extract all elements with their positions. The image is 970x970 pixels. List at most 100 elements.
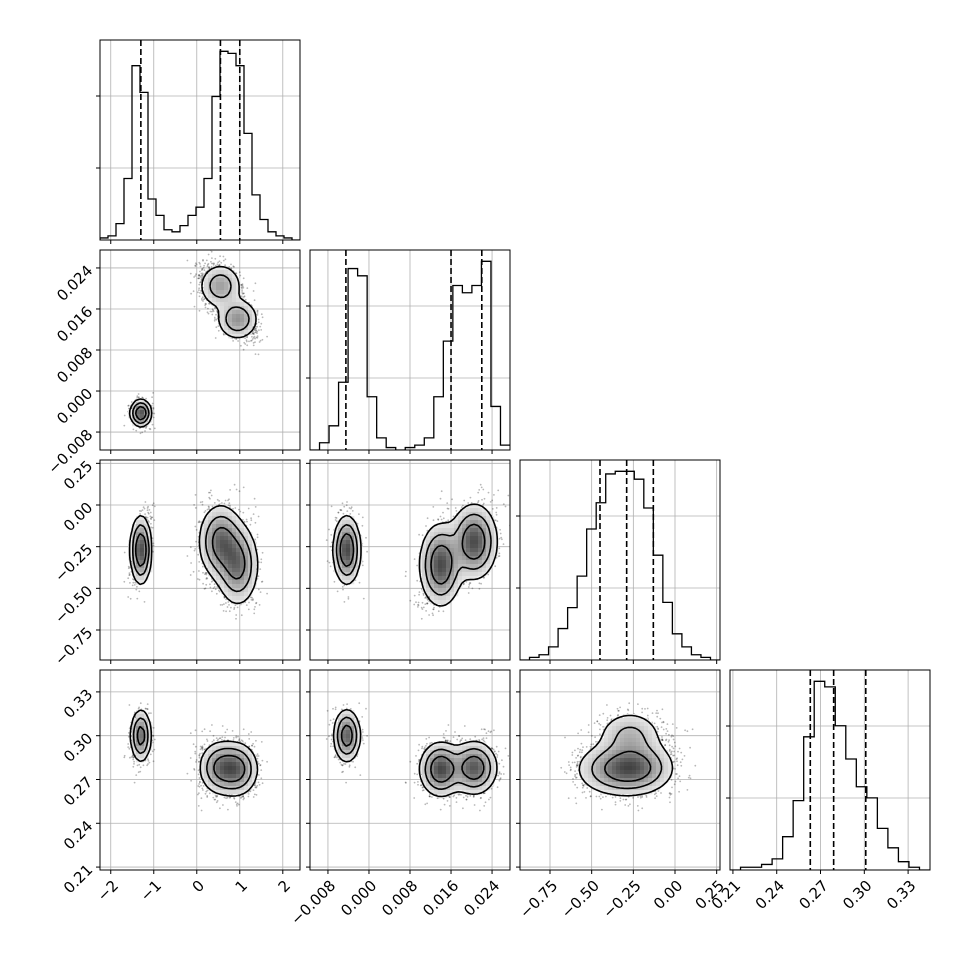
density-cell — [208, 294, 213, 299]
density-cell — [248, 322, 253, 327]
sample-point — [242, 292, 245, 295]
sample-point — [253, 335, 256, 338]
sample-point — [127, 577, 130, 580]
sample-point — [198, 283, 201, 286]
density-cell — [208, 270, 213, 275]
sample-point — [232, 265, 235, 268]
sample-point — [127, 404, 130, 407]
sample-point — [215, 310, 218, 312]
sample-point — [256, 325, 259, 328]
sample-point — [201, 297, 203, 300]
sample-point — [214, 318, 216, 320]
density-cell — [144, 406, 149, 411]
sample-point — [199, 265, 202, 268]
sample-point — [194, 275, 197, 277]
density-cell — [252, 318, 257, 323]
density-cell — [220, 282, 225, 287]
density-cell — [228, 294, 233, 299]
sample-point — [210, 489, 212, 492]
density-cell — [232, 318, 237, 323]
histogram-0 — [100, 50, 300, 240]
sample-point — [199, 263, 201, 265]
sample-point — [235, 272, 238, 275]
density-cell — [212, 290, 217, 295]
density-cell — [224, 298, 229, 303]
sample-point — [200, 269, 203, 271]
sample-point — [241, 289, 244, 291]
sample-point — [225, 602, 227, 604]
y-tick-label: 0.000 — [53, 385, 96, 428]
sample-point — [214, 257, 217, 260]
sample-point — [256, 335, 259, 338]
sample-point — [259, 568, 262, 570]
density-cell — [232, 322, 237, 327]
density-cell — [140, 398, 145, 403]
sample-point — [254, 353, 257, 355]
scatter-panel-2-0: −0.75−0.50−0.250.000.25 — [51, 457, 301, 669]
density-cell — [228, 330, 233, 335]
density-cell — [212, 294, 217, 299]
sample-point — [152, 502, 155, 505]
sample-point — [257, 515, 260, 518]
sample-point — [253, 299, 256, 302]
density-cell — [232, 314, 237, 319]
sample-point — [213, 586, 216, 588]
sample-point — [230, 267, 233, 270]
sample-point — [218, 263, 221, 266]
sample-point — [147, 511, 150, 514]
sample-point — [229, 506, 231, 508]
density-cell — [240, 326, 245, 331]
sample-point — [211, 505, 214, 508]
sample-point — [140, 510, 143, 512]
density-cell — [212, 270, 217, 275]
density-cell — [232, 326, 237, 331]
density-cell — [240, 310, 245, 315]
density-cell — [220, 270, 225, 275]
density-cell — [208, 278, 213, 283]
sample-point — [255, 601, 258, 604]
density-cell — [252, 314, 257, 319]
sample-point — [202, 565, 204, 568]
sample-point — [210, 494, 213, 497]
density-cell — [212, 278, 217, 283]
sample-point — [221, 604, 224, 606]
sample-point — [238, 271, 241, 274]
sample-point — [194, 265, 197, 267]
sample-point — [254, 282, 257, 285]
density-cell — [224, 278, 229, 283]
sample-point — [200, 278, 203, 281]
sample-point — [153, 427, 156, 430]
sample-point — [144, 501, 147, 503]
sample-point — [151, 402, 154, 405]
sample-point — [242, 486, 245, 489]
sample-point — [207, 312, 210, 315]
sample-point — [228, 610, 231, 613]
sample-point — [205, 303, 207, 305]
sample-point — [131, 584, 134, 587]
density-cell — [244, 314, 249, 319]
density-cell — [220, 266, 225, 271]
density-cell — [224, 326, 229, 331]
sample-point — [204, 573, 206, 576]
sample-point — [255, 602, 257, 605]
density-cell — [148, 406, 153, 411]
sample-point — [202, 296, 204, 298]
density-cell — [232, 286, 237, 291]
sample-point — [240, 284, 243, 286]
density-cell — [132, 402, 137, 407]
sample-point — [137, 396, 140, 399]
density-cell — [236, 294, 241, 299]
sample-point — [237, 340, 240, 342]
sample-point — [252, 513, 255, 515]
density-cell — [236, 326, 241, 331]
density-cell — [140, 402, 145, 407]
density-cell — [228, 306, 233, 311]
density-cell — [244, 302, 249, 307]
density-cell — [216, 306, 221, 311]
sample-point — [224, 264, 227, 267]
sample-point — [258, 329, 260, 331]
sample-point — [205, 259, 208, 262]
sample-point — [195, 529, 198, 531]
sample-point — [150, 518, 153, 520]
sample-point — [211, 590, 213, 593]
